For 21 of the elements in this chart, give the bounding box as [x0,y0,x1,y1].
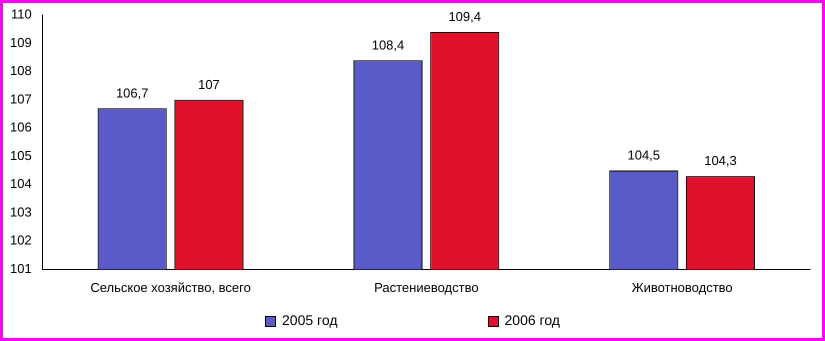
data-label: 108,4 [372,37,404,52]
y-tick-label: 104 [10,176,32,192]
y-tick-label: 109 [10,34,32,50]
x-tick-label: Животноводство [632,280,733,295]
y-tick-label: 103 [10,204,32,220]
legend-label: 2006 год [504,312,560,328]
data-label: 109,4 [448,9,481,24]
data-label: 106,7 [116,85,148,100]
legend-label: 2005 год [282,312,338,328]
y-tick-label: 107 [10,91,32,106]
y-tick-label: 101 [10,260,32,276]
x-tick-label: Растениеводство [374,280,479,295]
y-tick-label: 105 [10,148,32,163]
x-tick-label: Сельское хозяйство, всего [90,280,251,295]
data-label: 104,5 [627,148,660,163]
y-tick-label: 106 [10,120,32,135]
data-label: 107 [198,76,220,92]
y-tick-label: 110 [10,6,32,22]
y-tick-label: 108 [10,63,32,78]
y-tick-label: 102 [10,232,32,248]
data-label: 104,3 [704,153,737,168]
